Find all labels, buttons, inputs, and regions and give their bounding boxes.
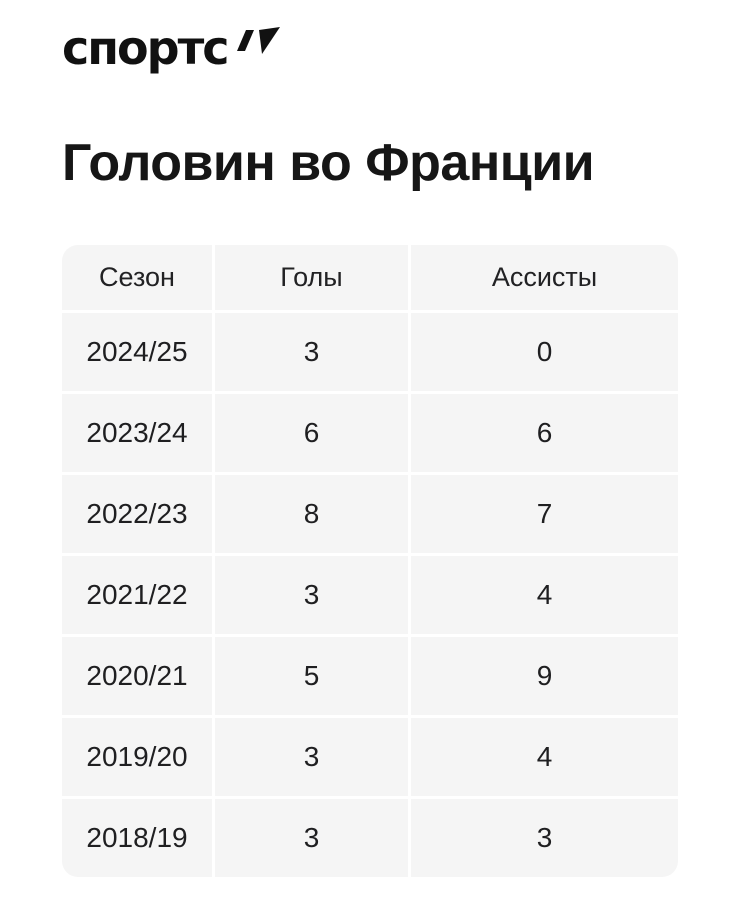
column-header-goals: Голы: [215, 245, 408, 310]
cell-season: 2018/19: [62, 799, 212, 877]
cell-assists: 4: [411, 718, 678, 796]
cell-season: 2023/24: [62, 394, 212, 472]
cell-assists: 3: [411, 799, 678, 877]
cell-goals: 3: [215, 556, 408, 634]
cell-assists: 7: [411, 475, 678, 553]
brand-logo-text: спортс: [62, 21, 230, 75]
cell-season: 2021/22: [62, 556, 212, 634]
stats-table-grid: Сезон Голы Ассисты 2024/25 3 0 2023/24 6…: [62, 245, 678, 877]
cell-assists: 6: [411, 394, 678, 472]
cell-season: 2024/25: [62, 313, 212, 391]
cell-goals: 5: [215, 637, 408, 715]
page-title: Головин во Франции: [62, 134, 595, 192]
cell-goals: 3: [215, 718, 408, 796]
brand-logo[interactable]: спортс: [62, 21, 730, 78]
arrow-up-right-icon: [236, 27, 280, 54]
cell-season: 2020/21: [62, 637, 212, 715]
cell-goals: 8: [215, 475, 408, 553]
cell-season: 2022/23: [62, 475, 212, 553]
cell-season: 2019/20: [62, 718, 212, 796]
cell-assists: 9: [411, 637, 678, 715]
cell-assists: 0: [411, 313, 678, 391]
cell-goals: 6: [215, 394, 408, 472]
cell-goals: 3: [215, 799, 408, 877]
column-header-season: Сезон: [62, 245, 212, 310]
cell-assists: 4: [411, 556, 678, 634]
stats-table: Сезон Голы Ассисты 2024/25 3 0 2023/24 6…: [62, 245, 678, 877]
cell-goals: 3: [215, 313, 408, 391]
column-header-assists: Ассисты: [411, 245, 678, 310]
